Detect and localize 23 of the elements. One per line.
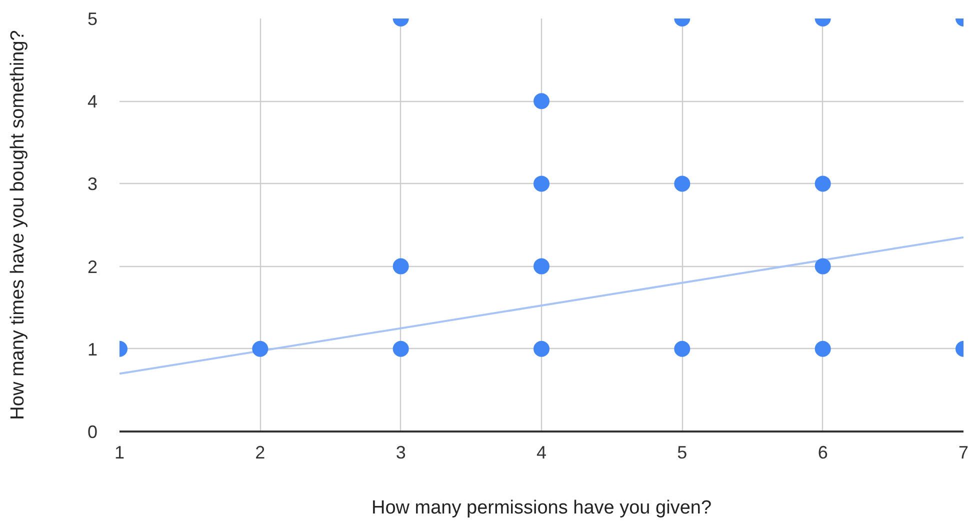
x-tick-label: 3 xyxy=(396,442,406,462)
y-tick-label: 0 xyxy=(87,422,98,442)
x-tick-label: 4 xyxy=(536,442,547,462)
point xyxy=(392,258,409,274)
y-tick-label: 3 xyxy=(87,174,98,194)
y-axis-title: How many times have you bought something? xyxy=(7,30,28,420)
y-tick-label: 2 xyxy=(87,256,98,277)
point xyxy=(534,258,550,274)
y-tick-label: 4 xyxy=(87,92,98,112)
point xyxy=(814,340,831,357)
y-tick-label: 5 xyxy=(87,9,98,29)
x-axis-title: How many permissions have you given? xyxy=(371,498,712,518)
x-tick-label: 1 xyxy=(114,442,125,462)
point xyxy=(534,340,550,357)
point xyxy=(814,258,831,274)
y-tick-label: 1 xyxy=(87,339,98,360)
x-tick-label: 7 xyxy=(958,442,969,462)
point xyxy=(392,340,409,357)
point xyxy=(674,340,690,357)
point xyxy=(252,340,268,357)
x-tick-label: 2 xyxy=(255,442,266,462)
x-tick-label: 5 xyxy=(677,442,688,462)
x-tick-label: 6 xyxy=(818,442,828,462)
